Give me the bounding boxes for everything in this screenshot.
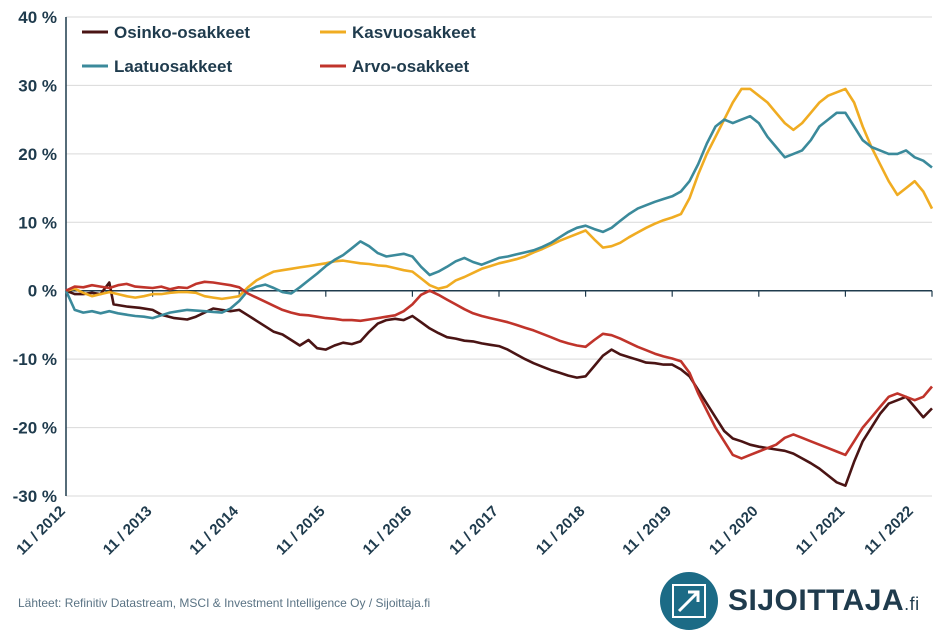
series-line-arvo-osakkeet xyxy=(65,280,933,460)
x-tick-label: 11 / 2020 xyxy=(706,503,762,559)
x-tick-label: 11 / 2013 xyxy=(100,503,156,559)
x-tick-label: 11 / 2017 xyxy=(446,503,502,559)
y-tick-label: -20 % xyxy=(13,419,57,438)
y-axis: 40 % 30 % 20 % 10 % 0 % -10 % -20 % -30 % xyxy=(13,8,67,506)
x-tick-label: 11 / 2018 xyxy=(533,503,589,559)
x-tick-label: 11 / 2021 xyxy=(793,503,849,559)
x-tick-label: 11 / 2014 xyxy=(186,502,242,558)
y-tick-label: -30 % xyxy=(13,487,57,506)
legend-label: Laatuosakkeet xyxy=(114,57,232,76)
legend: Osinko-osakkeet Kasvuosakkeet Laatuosakkee… xyxy=(82,23,476,76)
y-tick-label: 10 % xyxy=(18,213,57,232)
series-lines xyxy=(64,87,934,487)
legend-label: Osinko-osakkeet xyxy=(114,23,250,42)
series-line-osinko-osakkeet xyxy=(65,281,933,487)
logo: SIJOITTAJA.fi xyxy=(660,572,920,630)
x-tick-label: 11 / 2016 xyxy=(360,503,416,559)
y-tick-label: -10 % xyxy=(13,350,57,369)
x-axis: 11 / 2012 11 / 2013 11 / 2014 11 / 2015 11 /… xyxy=(13,289,933,559)
series-line-laatuosakkeet xyxy=(64,111,933,320)
logo-suffix: .fi xyxy=(904,594,920,614)
y-tick-label: 30 % xyxy=(18,76,57,95)
legend-label: Arvo-osakkeet xyxy=(352,57,470,76)
arrow-up-right-icon xyxy=(660,572,718,630)
logo-text: SIJOITTAJA.fi xyxy=(728,584,920,618)
legend-label: Kasvuosakkeet xyxy=(352,23,476,42)
source-note: Lähteet: Refinitiv Datastream, MSCI & In… xyxy=(18,596,431,610)
x-tick-label: 11 / 2012 xyxy=(13,503,69,559)
y-tick-label: 20 % xyxy=(18,145,57,164)
x-tick-label: 11 / 2022 xyxy=(861,503,917,559)
logo-name: SIJOITTAJA xyxy=(728,584,905,617)
x-tick-label: 11 / 2019 xyxy=(619,503,675,559)
y-tick-label: 0 % xyxy=(28,282,57,301)
series-line-kasvuosakkeet xyxy=(65,87,934,301)
gridlines xyxy=(66,16,932,497)
x-tick-label: 11 / 2015 xyxy=(273,503,329,559)
y-tick-label: 40 % xyxy=(18,8,57,27)
